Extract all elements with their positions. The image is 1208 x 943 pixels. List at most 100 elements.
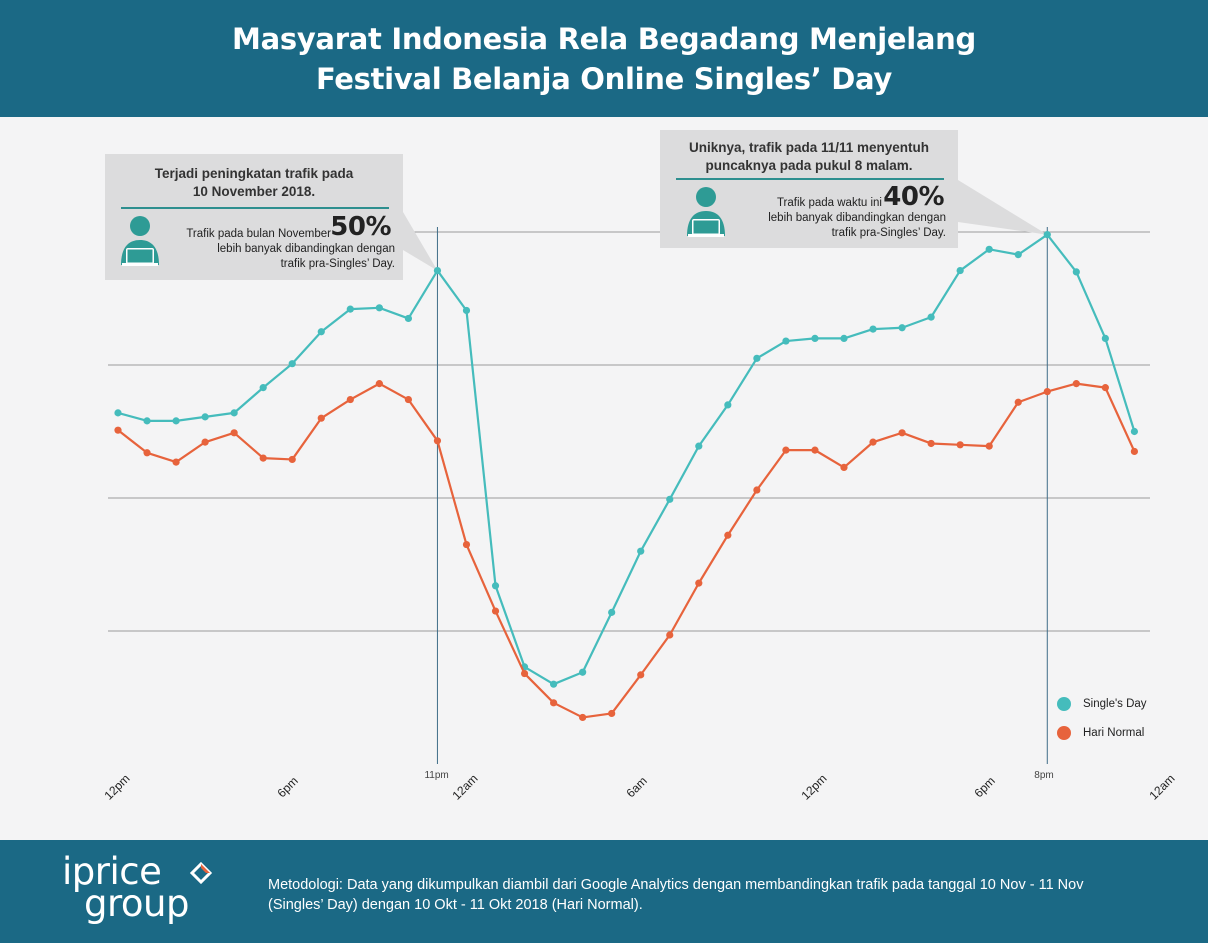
series-line-single-s-day (117, 233, 1136, 686)
footer-banner: iprice group Metodologi: Data yang dikum… (0, 840, 1208, 943)
data-point-hari-normal (1043, 388, 1051, 396)
methodology-line-2: (Singles’ Day) dengan 10 Okt - 11 Okt 20… (268, 897, 643, 913)
series-line-hari-normal (117, 382, 1136, 719)
data-point-single-s-day (404, 314, 412, 323)
data-point-single-s-day (811, 334, 819, 342)
person-laptop-icon (687, 187, 725, 237)
person-laptop-icon (121, 216, 159, 266)
callout-pointer (958, 180, 1048, 235)
data-point-single-s-day (637, 547, 645, 555)
data-point-single-s-day (230, 409, 238, 417)
callout-november-title-line-2: 10 November 2018. (192, 184, 316, 199)
data-point-single-s-day (1014, 251, 1022, 259)
data-point-single-s-day (869, 325, 877, 333)
data-point-hari-normal (288, 455, 296, 464)
data-point-hari-normal (520, 669, 529, 678)
data-point-hari-normal (259, 454, 267, 462)
callout-singles-day-peak: Uniknya, trafik pada 11/11 menyentuh pun… (660, 130, 958, 248)
data-point-single-s-day (985, 245, 993, 253)
data-point-single-s-day (317, 328, 325, 336)
data-point-hari-normal (230, 429, 238, 437)
callout-peak-title-line-2: puncaknya pada pukul 8 malam. (705, 158, 913, 173)
legend-swatch-singles-day (1057, 697, 1071, 711)
data-point-single-s-day (695, 442, 703, 450)
data-point-single-s-day (491, 582, 500, 590)
data-point-hari-normal (433, 437, 442, 445)
data-point-hari-normal (317, 414, 325, 422)
legend-item-singles-day: Single's Day (1057, 697, 1147, 711)
data-point-hari-normal (375, 380, 383, 388)
data-point-single-s-day (956, 266, 964, 275)
callout-november-title-line-1: Terjadi peningkatan trafik pada (154, 166, 354, 181)
callout-november: Terjadi peningkatan trafik pada 10 Novem… (105, 154, 403, 280)
data-point-hari-normal (695, 579, 703, 587)
data-point-single-s-day (782, 337, 790, 345)
callout-peak-title-line-1: Uniknya, trafik pada 11/11 menyentuh (688, 140, 930, 155)
data-point-hari-normal (753, 486, 761, 494)
data-point-hari-normal (550, 699, 558, 707)
data-point-hari-normal (840, 463, 848, 472)
iprice-group-logo: iprice group (62, 852, 222, 932)
data-point-single-s-day (840, 334, 848, 342)
data-point-single-s-day (288, 360, 296, 368)
methodology-line-1: Metodologi: Data yang dikumpulkan diambi… (268, 877, 1084, 893)
chart-title-line-1: Masyarat Indonesia Rela Begadang Menjela… (232, 21, 976, 56)
data-point-hari-normal (1072, 380, 1080, 388)
data-point-single-s-day (375, 304, 383, 312)
data-point-hari-normal (201, 438, 209, 446)
data-point-single-s-day (608, 608, 616, 616)
data-point-single-s-day (724, 401, 732, 409)
data-point-single-s-day (550, 680, 558, 688)
data-point-hari-normal (811, 446, 819, 454)
marker-label: 8pm (1034, 770, 1054, 781)
data-point-single-s-day (433, 266, 442, 275)
callout-november-text: Trafik pada bulan November lebih banyak … (155, 227, 395, 272)
callout-november-text-line-3: trafik pra-Singles’ Day. (280, 258, 395, 270)
line-chart (108, 180, 1150, 764)
callout-divider (676, 178, 944, 180)
data-point-hari-normal (579, 713, 587, 722)
data-point-hari-normal (782, 446, 790, 454)
callout-november-text-line-2: lebih banyak dibandingkan dengan (217, 243, 395, 255)
chart-title-line-2: Festival Belanja Online Singles’ Day (315, 61, 893, 96)
methodology-note: Metodologi: Data yang dikumpulkan diambi… (268, 875, 1173, 915)
callout-november-title: Terjadi peningkatan trafik pada 10 Novem… (105, 154, 403, 201)
data-point-hari-normal (985, 442, 993, 450)
data-point-hari-normal (172, 458, 180, 466)
data-point-single-s-day (201, 413, 209, 421)
callout-november-percent: 50% (330, 212, 391, 242)
data-point-hari-normal (869, 438, 877, 446)
callout-pointer (403, 212, 438, 271)
data-point-single-s-day (462, 306, 471, 315)
data-point-single-s-day (753, 354, 761, 362)
data-point-single-s-day (1043, 231, 1051, 239)
data-point-single-s-day (898, 324, 906, 332)
data-point-hari-normal (637, 671, 645, 679)
legend-swatch-hari-normal (1057, 726, 1071, 740)
data-point-hari-normal (956, 441, 964, 449)
data-point-single-s-day (927, 313, 935, 321)
legend-item-hari-normal: Hari Normal (1057, 726, 1144, 740)
marker-label: 11pm (424, 770, 449, 781)
data-point-hari-normal (898, 429, 906, 437)
data-point-single-s-day (666, 495, 674, 503)
price-tag-icon (190, 862, 212, 884)
callout-november-text-line-1: Trafik pada bulan November (186, 228, 331, 240)
data-point-hari-normal (114, 426, 122, 434)
data-point-hari-normal (346, 395, 354, 404)
data-point-single-s-day (579, 668, 587, 676)
callout-divider (121, 207, 389, 209)
data-point-single-s-day (172, 417, 180, 425)
data-point-hari-normal (1130, 447, 1138, 456)
data-point-single-s-day (259, 384, 267, 392)
legend-label-singles-day: Single's Day (1083, 698, 1147, 710)
data-point-hari-normal (404, 395, 412, 404)
data-point-single-s-day (1101, 334, 1109, 342)
callout-peak-percent: 40% (883, 182, 944, 212)
callout-peak-text-line-1: Trafik pada waktu ini (776, 197, 882, 209)
data-point-hari-normal (666, 631, 674, 639)
data-point-hari-normal (462, 540, 471, 549)
data-point-hari-normal (927, 439, 935, 448)
logo-text-line-1: iprice (62, 850, 162, 893)
header-banner: Masyarat Indonesia Rela Begadang Menjela… (0, 0, 1208, 117)
